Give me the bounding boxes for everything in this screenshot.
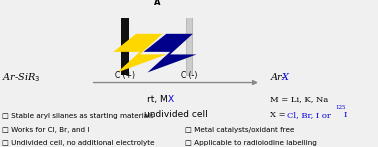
Bar [186,15,192,75]
Polygon shape [113,34,166,72]
Text: □ Applicable to radioiodine labelling: □ Applicable to radioiodine labelling [185,140,317,146]
Text: X: X [168,95,174,104]
Polygon shape [144,34,197,72]
Text: 125: 125 [335,105,346,110]
Text: □ Metal catalysts/oxidant free: □ Metal catalysts/oxidant free [185,127,295,133]
Text: □ Works for Cl, Br, and I: □ Works for Cl, Br, and I [2,127,89,133]
Text: undivided cell: undivided cell [144,110,208,119]
Text: A: A [153,0,160,7]
Text: Ar-: Ar- [270,73,285,82]
Text: X: X [282,73,289,82]
Text: rt, M: rt, M [147,95,168,104]
Text: M = Li, K, Na: M = Li, K, Na [270,95,328,103]
Bar [121,15,129,75]
Text: I: I [344,111,347,119]
Text: □ Undivided cell, no additional electrolyte: □ Undivided cell, no additional electrol… [2,140,155,146]
Text: X =: X = [270,111,288,119]
Text: □ Stable aryl silanes as starting materials: □ Stable aryl silanes as starting materi… [2,113,154,119]
Text: C (+): C (+) [115,71,135,80]
Text: C (-): C (-) [181,71,197,80]
Circle shape [132,0,181,11]
Text: Ar-SiR$_3$: Ar-SiR$_3$ [2,71,41,84]
Text: Cl, Br, I or: Cl, Br, I or [287,111,334,119]
